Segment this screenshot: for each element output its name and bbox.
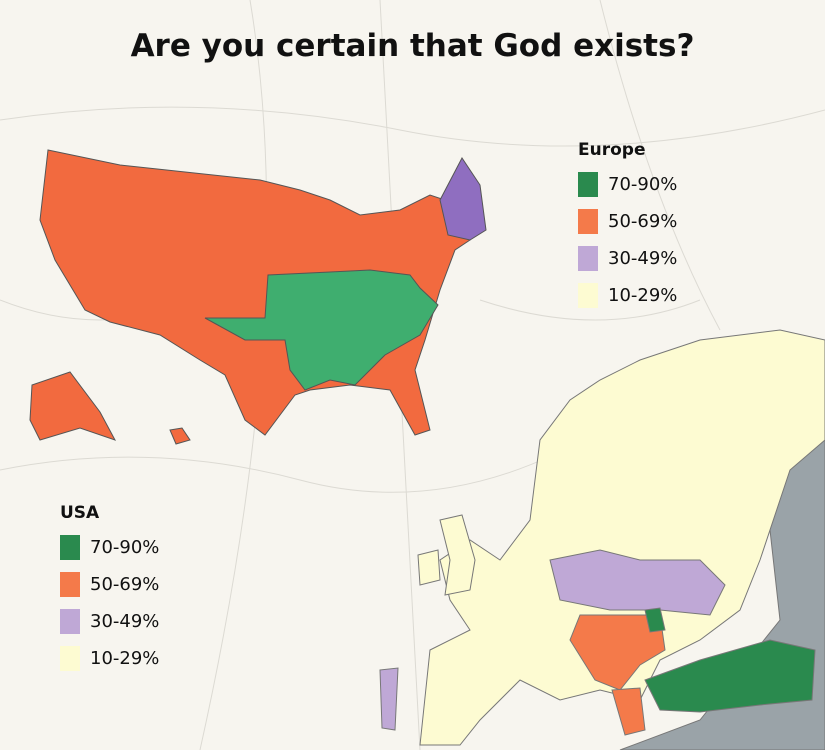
legend-item: 10-29% — [60, 640, 159, 677]
region-usa-70-90 — [204, 269, 439, 391]
legend-item: 10-29% — [578, 277, 677, 314]
legend-item: 50-69% — [60, 566, 159, 603]
region-uk — [439, 514, 476, 596]
region-greece — [611, 687, 646, 736]
legend-item: 30-49% — [60, 603, 159, 640]
legend-label: 50-69% — [608, 211, 678, 232]
legend-europe: Europe 70-90% 50-69% 30-49% 10-29% — [578, 140, 677, 314]
legend-usa: USA 70-90% 50-69% 30-49% 10-29% — [60, 503, 159, 677]
usa-map — [29, 149, 487, 445]
legend-item: 30-49% — [578, 240, 677, 277]
legend-label: 50-69% — [90, 574, 160, 595]
region-turkey — [644, 639, 816, 713]
legend-swatch — [60, 572, 80, 597]
legend-swatch — [60, 646, 80, 671]
legend-item: 70-90% — [578, 166, 677, 203]
legend-label: 30-49% — [90, 611, 160, 632]
region-alaska — [29, 371, 117, 441]
page-title: Are you certain that God exists? — [130, 28, 695, 64]
legend-item: 50-69% — [578, 203, 677, 240]
legend-label: 30-49% — [608, 248, 678, 269]
region-portugal — [379, 667, 399, 731]
legend-label: 10-29% — [90, 648, 160, 669]
legend-swatch — [578, 246, 598, 271]
legend-label: 10-29% — [608, 285, 678, 306]
legend-item: 70-90% — [60, 529, 159, 566]
legend-label: 70-90% — [90, 537, 160, 558]
legend-label: 70-90% — [608, 174, 678, 195]
region-europe-30-49 — [549, 549, 726, 616]
legend-swatch — [578, 283, 598, 308]
legend-swatch — [60, 535, 80, 560]
legend-heading: USA — [60, 503, 100, 523]
legend-swatch — [60, 609, 80, 634]
region-hawaii — [169, 427, 191, 445]
region-ireland — [417, 549, 441, 586]
legend-heading: Europe — [578, 140, 646, 160]
region-usa-30-49 — [439, 157, 487, 241]
legend-swatch — [578, 172, 598, 197]
region-moldova — [644, 607, 666, 633]
europe-map — [379, 329, 825, 750]
legend-swatch — [578, 209, 598, 234]
